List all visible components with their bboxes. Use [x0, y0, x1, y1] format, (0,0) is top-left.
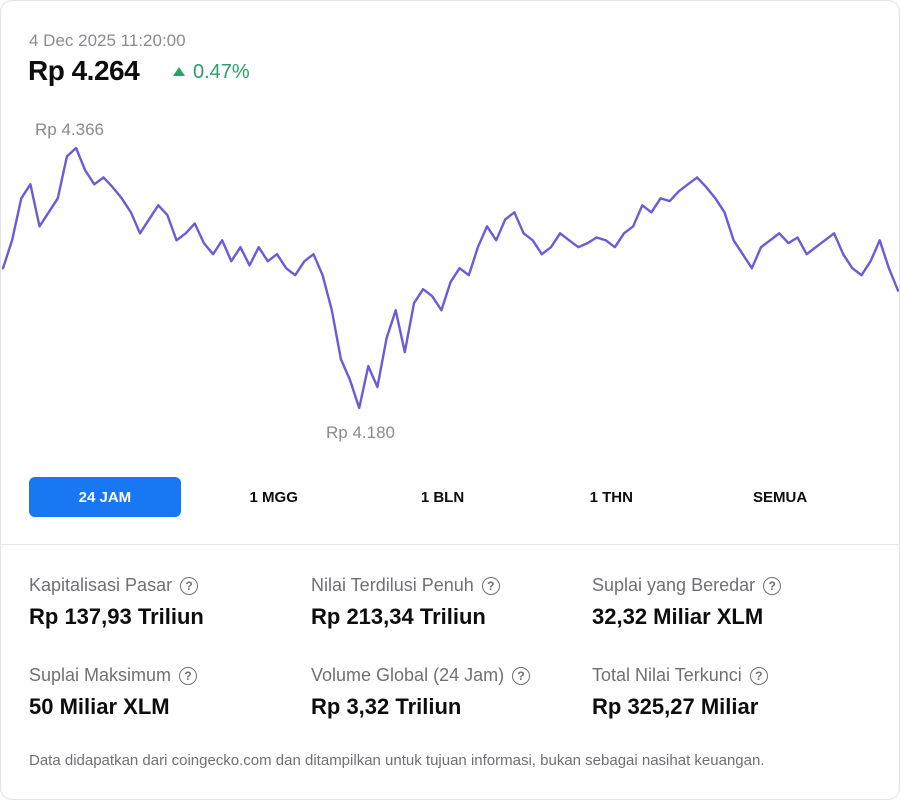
stat-value: Rp 325,27 Miliar: [592, 694, 759, 719]
stat-label: Volume Global (24 Jam): [311, 665, 505, 685]
tab-1-bln[interactable]: 1 BLN: [420, 488, 465, 506]
help-icon[interactable]: ?: [512, 666, 531, 685]
stat-total-value-locked: Total Nilai Terkunci? Rp 325,27 Miliar: [592, 665, 862, 720]
stat-value: 32,32 Miliar XLM: [592, 604, 764, 629]
current-price: Rp 4.264: [28, 55, 140, 86]
stat-label: Total Nilai Terkunci: [592, 665, 742, 685]
timestamp: 4 Dec 2025 11:20:00: [29, 31, 186, 50]
price-line: [1, 146, 899, 410]
help-icon[interactable]: ?: [763, 576, 782, 595]
price-chart[interactable]: Rp 4.366 Rp 4.180: [1, 116, 900, 456]
help-icon[interactable]: ?: [180, 576, 199, 595]
price-change: 0.47%: [173, 61, 250, 84]
stat-label: Suplai Maksimum: [29, 665, 172, 685]
stat-max-supply: Suplai Maksimum? 50 Miliar XLM: [29, 665, 299, 720]
stat-circulating-supply: Suplai yang Beredar? 32,32 Miliar XLM: [592, 575, 862, 630]
disclaimer: Data didapatkan dari coingecko.com dan d…: [29, 752, 765, 769]
stat-value: Rp 213,34 Triliun: [311, 604, 486, 629]
tab-1-mgg[interactable]: 1 MGG: [249, 488, 298, 506]
stat-value: Rp 3,32 Triliun: [311, 694, 462, 719]
stat-label: Nilai Terdilusi Penuh: [311, 575, 474, 595]
time-range-tabs: 24 JAM 1 MGG 1 BLN 1 THN SEMUA: [29, 477, 873, 517]
tab-24-jam[interactable]: 24 JAM: [29, 477, 181, 517]
stat-label: Suplai yang Beredar: [592, 575, 756, 595]
stat-fully-diluted-value: Nilai Terdilusi Penuh? Rp 213,34 Triliun: [311, 575, 581, 630]
help-icon[interactable]: ?: [481, 576, 500, 595]
tab-1-thn[interactable]: 1 THN: [589, 488, 633, 506]
stat-market-cap: Kapitalisasi Pasar? Rp 137,93 Triliun: [29, 575, 299, 630]
stat-global-volume: Volume Global (24 Jam)? Rp 3,32 Triliun: [311, 665, 581, 720]
tab-semua[interactable]: SEMUA: [753, 488, 808, 506]
divider: [1, 544, 899, 545]
stat-value: 50 Miliar XLM: [29, 694, 170, 719]
stat-label: Kapitalisasi Pasar: [29, 575, 173, 595]
help-icon[interactable]: ?: [749, 666, 768, 685]
help-icon[interactable]: ?: [179, 666, 198, 685]
chart-low-label: Rp 4.180: [326, 423, 395, 442]
chart-high-label: Rp 4.366: [35, 120, 104, 139]
triangle-up-icon: [173, 67, 185, 76]
stat-value: Rp 137,93 Triliun: [29, 604, 204, 629]
price-change-value: 0.47%: [193, 61, 250, 83]
